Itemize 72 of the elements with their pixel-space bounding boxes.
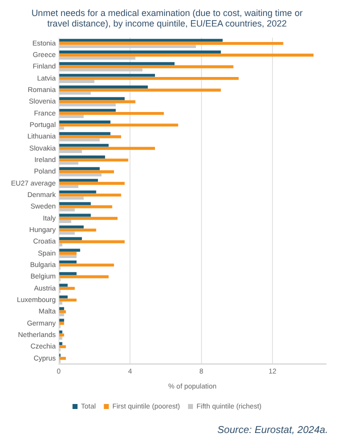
bar <box>59 150 82 153</box>
bar <box>59 286 75 290</box>
bar <box>59 196 84 200</box>
bar <box>59 155 106 158</box>
bar <box>59 237 82 240</box>
bar <box>59 260 77 264</box>
bar <box>59 228 96 232</box>
bar <box>59 45 196 48</box>
bar <box>59 97 125 100</box>
bar <box>59 334 64 337</box>
bar <box>59 322 64 325</box>
bar <box>59 120 110 124</box>
bar <box>59 310 66 314</box>
bar <box>59 158 128 162</box>
bar <box>59 115 84 118</box>
bar <box>59 103 116 106</box>
bar <box>59 178 98 182</box>
chart-title: Unmet needs for a medical examination (due to cost, waiting time or travel distance), by income quintile, EU/EEA countries, 2022 <box>31 8 303 29</box>
bar <box>59 220 72 223</box>
bar <box>59 248 80 252</box>
bar <box>59 182 125 185</box>
bar <box>59 92 91 95</box>
bar <box>59 54 314 57</box>
bar <box>59 50 221 54</box>
bar <box>59 225 84 228</box>
bar <box>59 126 64 130</box>
bar <box>59 146 155 150</box>
bar <box>59 232 75 235</box>
bar <box>59 214 91 217</box>
bar <box>59 76 239 80</box>
bar <box>59 194 122 197</box>
bar <box>59 132 110 136</box>
bar <box>59 68 142 72</box>
bar <box>59 173 102 176</box>
bar <box>59 264 114 267</box>
bar <box>59 336 62 340</box>
bar <box>59 56 136 60</box>
bar <box>59 124 178 127</box>
bar <box>59 202 91 206</box>
bar <box>59 243 62 246</box>
bar <box>59 74 155 77</box>
bar <box>59 144 109 147</box>
bar <box>59 80 94 84</box>
bar <box>59 88 221 92</box>
bar <box>59 208 75 212</box>
bar <box>59 252 77 255</box>
bar <box>59 255 77 258</box>
source-note: Source: Eurostat, 2024a. <box>217 424 328 436</box>
bar <box>59 272 77 276</box>
bar <box>59 275 109 278</box>
bar <box>59 162 78 165</box>
bar <box>59 216 118 220</box>
bar <box>59 108 116 112</box>
bar <box>59 62 175 66</box>
bar <box>59 38 223 42</box>
bar <box>59 307 64 310</box>
bar <box>59 345 66 348</box>
bar <box>59 313 64 316</box>
bar <box>59 298 77 302</box>
bar <box>59 342 62 346</box>
bar <box>59 112 164 115</box>
bar <box>59 42 284 45</box>
bar <box>59 302 62 305</box>
bar <box>59 240 125 244</box>
bar <box>59 295 68 298</box>
bar <box>59 185 78 188</box>
bar <box>59 190 96 194</box>
bar <box>59 330 62 334</box>
bar <box>59 86 148 88</box>
bar <box>59 138 100 142</box>
bar <box>59 356 66 360</box>
bar <box>59 167 100 170</box>
